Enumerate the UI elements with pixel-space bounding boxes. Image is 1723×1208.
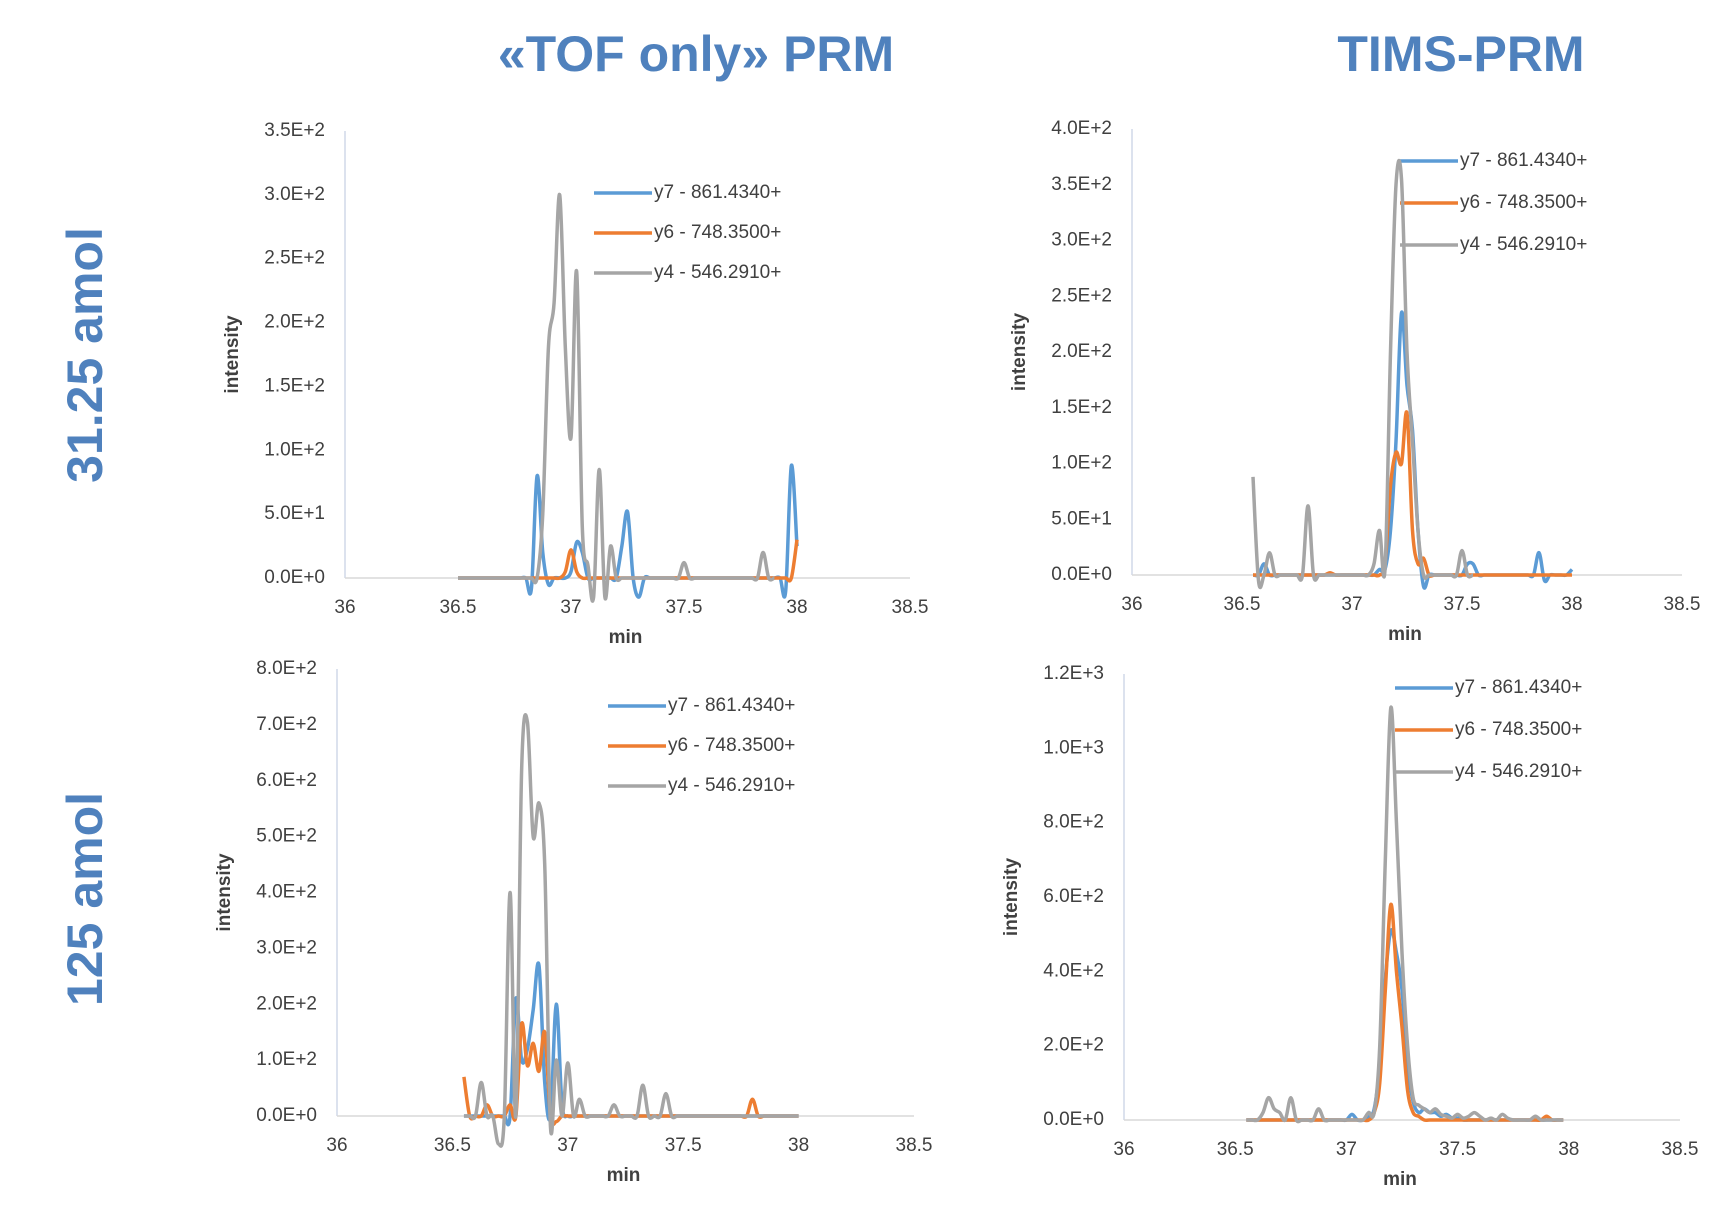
- y-tick-label: 5.0E+1: [1051, 508, 1112, 529]
- y-tick-label: 1.0E+2: [256, 1049, 317, 1070]
- y-axis-label: intensity: [214, 853, 235, 932]
- x-tick-label: 37: [1336, 1139, 1357, 1160]
- y-tick-label: 0.0E+0: [1051, 564, 1112, 585]
- x-axis-label: min: [607, 1165, 641, 1186]
- x-tick-label: 38.5: [892, 597, 929, 618]
- y-tick-label: 8.0E+2: [256, 658, 317, 679]
- x-axis-label: min: [1388, 624, 1422, 645]
- series-line: [1246, 705, 1564, 1124]
- x-tick-label: 37.5: [1444, 594, 1481, 615]
- legend-label: y4 - 546.2910+: [668, 775, 795, 796]
- y-tick-label: 1.0E+2: [1051, 453, 1112, 474]
- y-tick-label: 6.0E+2: [1043, 886, 1104, 907]
- y-tick-label: 0.0E+0: [1043, 1109, 1104, 1130]
- legend-label: y4 - 546.2910+: [1455, 761, 1582, 782]
- legend-label: y6 - 748.3500+: [654, 222, 781, 243]
- y-tick-label: 6.0E+2: [256, 770, 317, 791]
- y-tick-label: 3.5E+2: [1051, 174, 1112, 195]
- y-tick-label: 5.0E+2: [256, 826, 317, 847]
- x-tick-label: 37: [560, 597, 581, 618]
- x-tick-label: 38: [786, 597, 807, 618]
- series-line: [463, 713, 799, 1148]
- y-tick-label: 8.0E+2: [1043, 812, 1104, 833]
- y-tick-label: 0.0E+0: [264, 567, 325, 588]
- legend-label: y6 - 748.3500+: [1455, 719, 1582, 740]
- x-tick-label: 36.5: [1217, 1139, 1254, 1160]
- x-tick-label: 38.5: [896, 1135, 933, 1156]
- y-tick-label: 3.0E+2: [1051, 230, 1112, 251]
- y-tick-label: 2.0E+2: [256, 993, 317, 1014]
- y-tick-label: 3.0E+2: [264, 184, 325, 205]
- x-tick-label: 38: [788, 1135, 809, 1156]
- y-tick-label: 3.5E+2: [264, 120, 325, 141]
- legend-label: y7 - 861.4340+: [654, 182, 781, 203]
- x-tick-label: 38.5: [1664, 594, 1701, 615]
- y-tick-label: 2.0E+2: [264, 312, 325, 333]
- x-axis-label: min: [1383, 1169, 1417, 1190]
- legend-label: y4 - 546.2910+: [1460, 234, 1587, 255]
- column-title: «TOF only» PRM: [498, 26, 894, 82]
- y-tick-label: 4.0E+2: [256, 882, 317, 903]
- x-tick-label: 36: [326, 1135, 347, 1156]
- x-tick-label: 36.5: [1224, 594, 1261, 615]
- y-tick-label: 1.5E+2: [264, 375, 325, 396]
- legend-label: y7 - 861.4340+: [1460, 150, 1587, 171]
- series-line: [1251, 158, 1474, 590]
- y-tick-label: 5.0E+1: [264, 503, 325, 524]
- x-tick-label: 36: [334, 597, 355, 618]
- legend-label: y6 - 748.3500+: [668, 735, 795, 756]
- x-tick-label: 36.5: [440, 597, 477, 618]
- legend-label: y6 - 748.3500+: [1460, 192, 1587, 213]
- x-tick-label: 37.5: [665, 1135, 702, 1156]
- y-tick-label: 7.0E+2: [256, 714, 317, 735]
- x-tick-label: 37.5: [666, 597, 703, 618]
- y-tick-label: 1.2E+3: [1043, 663, 1104, 684]
- y-tick-label: 2.0E+2: [1051, 341, 1112, 362]
- y-axis-label: intensity: [1001, 858, 1022, 937]
- y-tick-label: 1.5E+2: [1051, 397, 1112, 418]
- y-tick-label: 2.5E+2: [264, 248, 325, 269]
- row-label: 125 amol: [57, 792, 113, 1006]
- x-tick-label: 38.5: [1662, 1139, 1699, 1160]
- legend-label: y7 - 861.4340+: [668, 695, 795, 716]
- legend-label: y7 - 861.4340+: [1455, 677, 1582, 698]
- x-tick-label: 36: [1113, 1139, 1134, 1160]
- x-tick-label: 36.5: [434, 1135, 471, 1156]
- y-tick-label: 1.0E+2: [264, 439, 325, 460]
- y-tick-label: 4.0E+2: [1051, 118, 1112, 139]
- y-tick-label: 1.0E+3: [1043, 737, 1104, 758]
- y-axis-label: intensity: [1009, 313, 1030, 392]
- x-tick-label: 37: [557, 1135, 578, 1156]
- y-tick-label: 2.0E+2: [1043, 1035, 1104, 1056]
- series-line: [458, 539, 799, 583]
- series-line: [1253, 410, 1572, 578]
- y-tick-label: 4.0E+2: [1043, 960, 1104, 981]
- x-tick-label: 38: [1561, 594, 1582, 615]
- y-tick-label: 0.0E+0: [256, 1105, 317, 1126]
- x-tick-label: 37.5: [1439, 1139, 1476, 1160]
- column-title: TIMS-PRM: [1337, 26, 1584, 82]
- x-axis-label: min: [609, 627, 643, 648]
- x-tick-label: 38: [1558, 1139, 1579, 1160]
- y-axis-label: intensity: [222, 315, 243, 394]
- x-tick-label: 37: [1341, 594, 1362, 615]
- y-tick-label: 3.0E+2: [256, 937, 317, 958]
- legend-label: y4 - 546.2910+: [654, 262, 781, 283]
- y-tick-label: 2.5E+2: [1051, 285, 1112, 306]
- x-tick-label: 36: [1121, 594, 1142, 615]
- row-label: 31.25 amol: [57, 227, 113, 483]
- series-line: [458, 193, 776, 603]
